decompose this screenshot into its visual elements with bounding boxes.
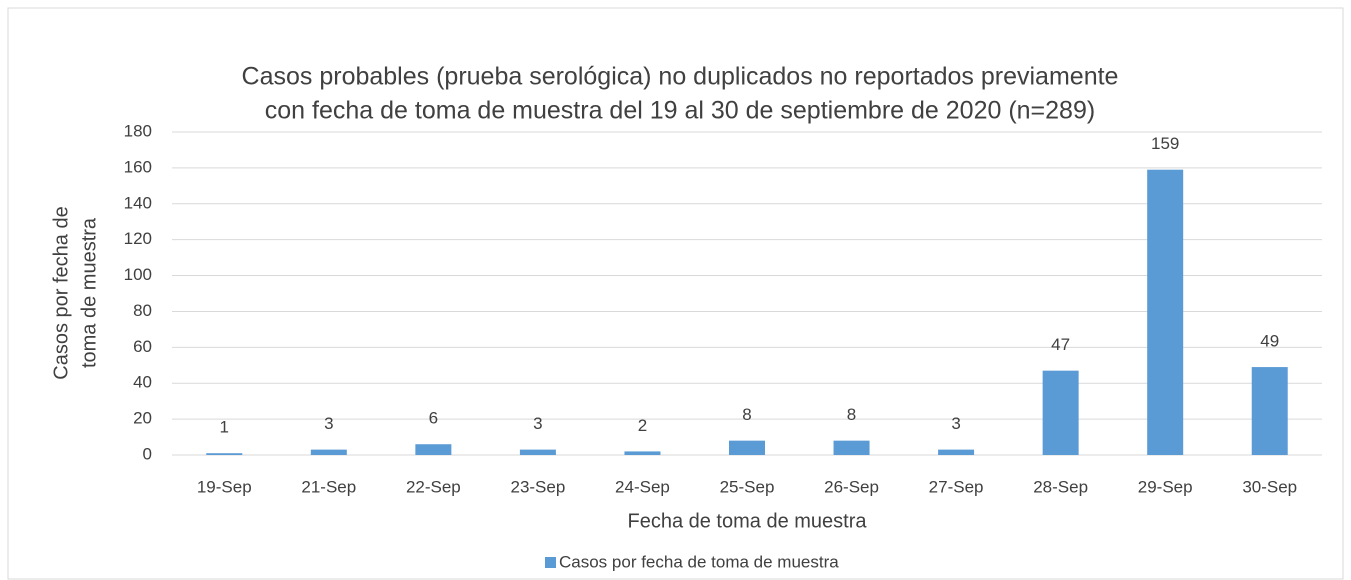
bar — [938, 449, 975, 455]
y-tick-label: 0 — [143, 444, 152, 463]
bar — [624, 451, 661, 455]
x-tick-label: 21-Sep — [301, 477, 356, 496]
data-label: 49 — [1260, 332, 1279, 351]
y-tick-label: 60 — [133, 337, 152, 356]
legend-label: Casos por fecha de toma de muestra — [559, 552, 839, 571]
chart-frame — [7, 7, 1344, 580]
y-tick-label: 100 — [124, 265, 152, 284]
y-axis-title: toma de muestra — [78, 217, 100, 368]
y-axis-title: Casos por fecha de — [50, 206, 72, 379]
x-tick-label: 25-Sep — [720, 477, 775, 496]
y-tick-label: 140 — [124, 193, 152, 212]
data-label: 3 — [951, 414, 960, 433]
chart-title: con fecha de toma de muestra del 19 al 3… — [265, 97, 1095, 125]
x-tick-label: 19-Sep — [197, 477, 252, 496]
bar — [1042, 370, 1079, 455]
y-tick-label: 80 — [133, 301, 152, 320]
legend-swatch — [545, 557, 556, 568]
data-label: 159 — [1151, 134, 1179, 153]
x-tick-label: 24-Sep — [615, 477, 670, 496]
bar — [310, 449, 347, 455]
y-tick-label: 120 — [124, 229, 152, 248]
x-tick-label: 23-Sep — [510, 477, 565, 496]
data-label: 3 — [324, 414, 333, 433]
data-label: 47 — [1051, 335, 1070, 354]
data-label: 6 — [429, 409, 438, 428]
x-tick-label: 28-Sep — [1033, 477, 1088, 496]
data-label: 3 — [533, 414, 542, 433]
x-tick-label: 22-Sep — [406, 477, 461, 496]
data-label: 1 — [220, 418, 229, 437]
x-tick-label: 29-Sep — [1138, 477, 1193, 496]
data-label: 8 — [847, 405, 856, 424]
x-tick-label: 30-Sep — [1242, 477, 1297, 496]
data-label: 8 — [742, 405, 751, 424]
bar — [1147, 169, 1184, 455]
x-tick-label: 26-Sep — [824, 477, 879, 496]
bar — [833, 440, 870, 455]
y-tick-label: 40 — [133, 373, 152, 392]
chart-title: Casos probables (prueba serológica) no d… — [242, 63, 1119, 91]
y-tick-label: 160 — [124, 157, 152, 176]
y-tick-label: 20 — [133, 409, 152, 428]
x-axis-title: Fecha de toma de muestra — [627, 510, 867, 532]
bar — [729, 440, 765, 455]
y-tick-label: 180 — [124, 121, 152, 140]
x-tick-label: 27-Sep — [929, 477, 984, 496]
bar — [1251, 367, 1288, 455]
bar — [415, 444, 452, 455]
bar — [519, 449, 556, 455]
bar — [206, 453, 243, 455]
data-label: 2 — [638, 416, 647, 435]
